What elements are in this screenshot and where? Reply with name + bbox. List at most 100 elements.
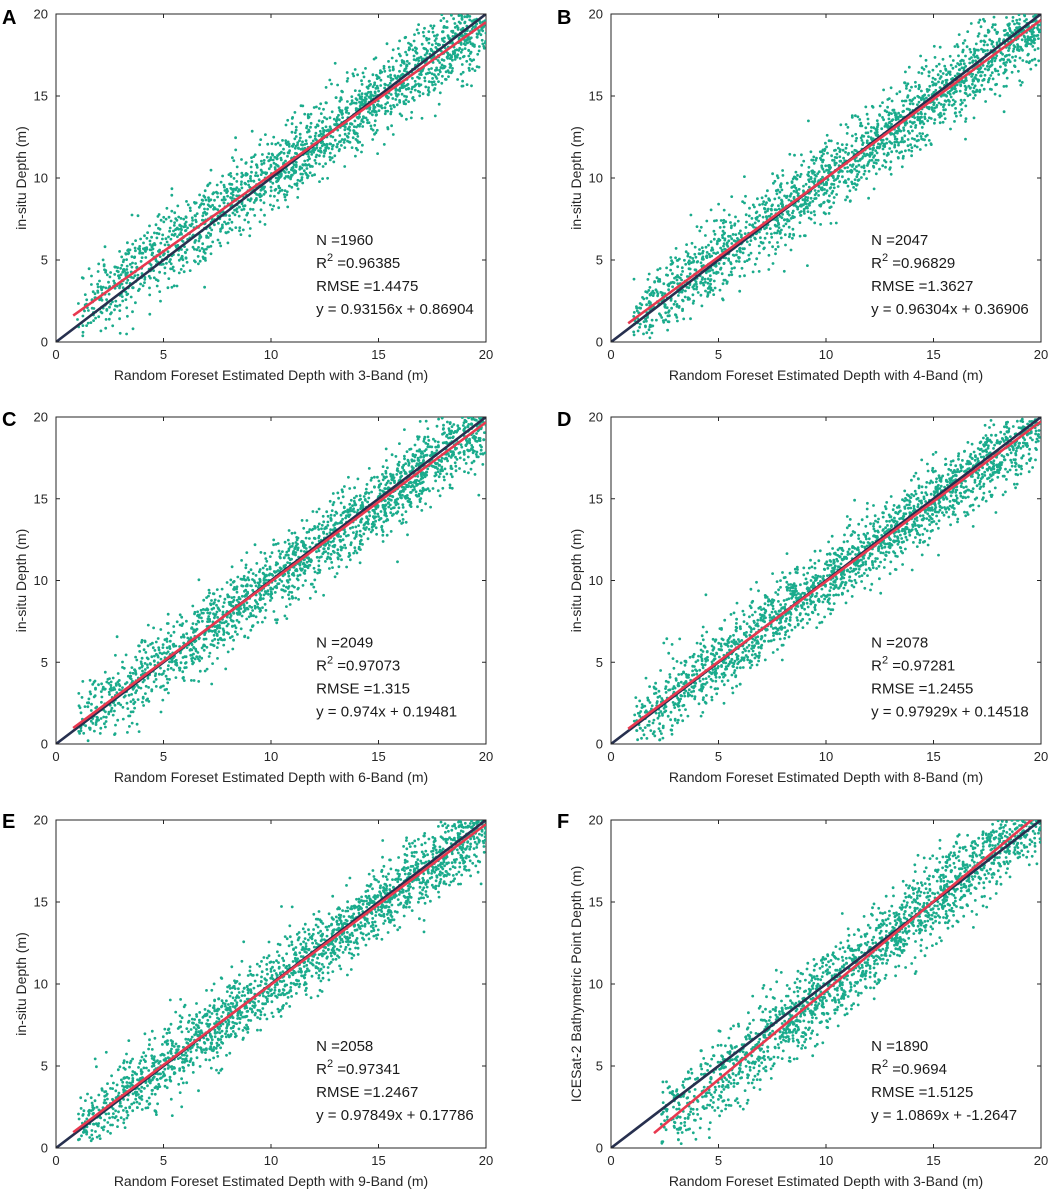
scatter-point [933, 106, 936, 110]
scatter-point [945, 73, 948, 76]
scatter-point [345, 79, 349, 83]
scatter-point [699, 261, 703, 265]
scatter-point [144, 256, 148, 259]
scatter-point [464, 462, 468, 465]
scatter-point [229, 196, 233, 200]
scatter-point [133, 255, 137, 259]
scatter-point [222, 633, 226, 636]
scatter-point [686, 252, 690, 256]
scatter-point [269, 189, 273, 193]
scatter-point [434, 83, 437, 86]
scatter-point [645, 296, 649, 300]
scatter-point [148, 248, 152, 252]
scatter-point [714, 252, 718, 256]
scatter-point [141, 284, 145, 288]
scatter-point [715, 270, 718, 274]
scatter-point [201, 619, 204, 623]
scatter-point [336, 551, 339, 555]
scatter-point [341, 490, 344, 494]
scatter-point [466, 14, 469, 18]
scatter-point [809, 150, 813, 154]
scatter-point [375, 73, 378, 77]
scatter-point [830, 154, 833, 158]
scatter-point [442, 59, 446, 62]
scatter-point [267, 167, 271, 171]
scatter-point [693, 268, 697, 272]
scatter-point [340, 109, 344, 113]
scatter-point [826, 151, 829, 155]
scatter-point [269, 203, 272, 207]
scatter-point [722, 208, 726, 212]
scatter-point [813, 189, 817, 192]
scatter-point [192, 679, 196, 682]
scatter-point [420, 42, 424, 46]
scatter-point [805, 198, 809, 202]
scatter-point [770, 204, 774, 208]
scatter-point [859, 136, 863, 140]
scatter-point [240, 614, 244, 618]
scatter-point [142, 648, 146, 652]
scatter-point [403, 94, 406, 98]
scatter-point [374, 519, 377, 523]
scatter-point [988, 87, 992, 91]
scatter-point [940, 114, 943, 118]
scatter-point [1018, 56, 1022, 60]
scatter-point [126, 707, 130, 710]
scatter-point [275, 180, 279, 183]
scatter-point [407, 87, 410, 91]
scatter-point [809, 176, 813, 179]
scatter-point [321, 126, 325, 130]
scatter-point [108, 285, 112, 288]
scatter-point [336, 83, 339, 87]
scatter-point [356, 148, 359, 152]
scatter-point [262, 192, 266, 196]
scatter-point [781, 213, 784, 216]
scatter-point [304, 579, 307, 582]
scatter-point [396, 88, 400, 92]
scatter-point [77, 704, 81, 708]
scatter-point [922, 122, 926, 126]
scatter-point [691, 301, 695, 305]
scatter-point [185, 260, 189, 264]
scatter-point [367, 467, 371, 470]
scatter-point [827, 139, 831, 143]
scatter-point [339, 513, 343, 517]
scatter-point [476, 52, 480, 56]
scatter-point [943, 117, 947, 120]
scatter-point [471, 19, 474, 23]
scatter-point [116, 266, 120, 269]
scatter-point [416, 75, 419, 79]
scatter-point [419, 482, 422, 485]
scatter-point [1030, 35, 1034, 38]
scatter-point [727, 257, 730, 261]
scatter-point [937, 62, 941, 66]
scatter-point [458, 46, 462, 50]
scatter-point [941, 72, 945, 75]
scatter-point [834, 221, 838, 225]
scatter-point [172, 224, 176, 227]
scatter-point [886, 151, 890, 155]
scatter-point [290, 122, 294, 126]
scatter-point [790, 186, 794, 189]
scatter-point [415, 51, 419, 55]
scatter-point [411, 76, 414, 80]
scatter-point [404, 462, 408, 465]
scatter-point [856, 173, 859, 176]
scatter-point [144, 684, 148, 688]
scatter-point [988, 38, 992, 42]
scatter-point [337, 113, 340, 117]
scatter-point [833, 163, 837, 167]
scatter-point [388, 81, 392, 85]
scatter-point [735, 249, 739, 253]
scatter-point [822, 170, 826, 174]
scatter-point [87, 309, 90, 312]
scatter-point [440, 456, 444, 460]
scatter-point [404, 98, 408, 102]
scatter-point [178, 613, 182, 617]
scatter-point [1007, 49, 1010, 52]
scatter-point [153, 231, 156, 235]
scatter-point [959, 114, 963, 117]
scatter-point [87, 697, 91, 701]
scatter-point [280, 172, 283, 176]
scatter-point [655, 276, 659, 280]
